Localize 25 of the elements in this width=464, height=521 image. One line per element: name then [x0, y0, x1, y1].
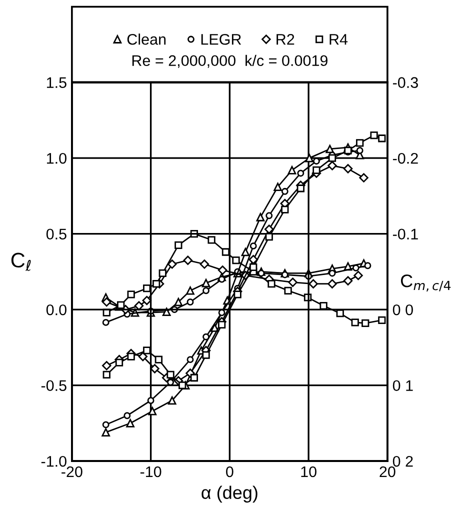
y-tick-label: 1.5: [46, 77, 66, 88]
x-axis-title: α (deg): [202, 486, 258, 503]
y2-tick-label: 0 0: [392, 304, 413, 316]
x-tick-label: 10: [301, 466, 316, 478]
legend-label: R4: [330, 34, 348, 45]
legend-label: R2: [276, 34, 294, 45]
x-tick-label: 0: [226, 466, 234, 478]
x-tick-label: -10: [140, 466, 162, 478]
legend-label: LEGR: [201, 34, 242, 45]
legend-label: Clean: [127, 34, 166, 45]
y2-axis-title: C$_{m,c/4}$: [400, 274, 451, 292]
y2-tick-label: 0 1: [392, 380, 413, 392]
y-tick-label: -0.5: [41, 380, 66, 392]
y2-tick-label: -0.1: [392, 228, 418, 240]
x-tick-label: 20: [380, 466, 396, 478]
y-axis-title: C$_{ℓ}$: [11, 252, 31, 271]
y-tick-label: 1.0: [46, 152, 66, 164]
y2-tick-label: -0.2: [392, 152, 418, 164]
text: Re = 2,000,000 k/c = 0.0019: [132, 54, 328, 68]
y-tick-label: 0.5: [46, 228, 66, 240]
x-tick-label: -20: [62, 466, 82, 478]
y-tick-label: 0.0: [46, 304, 66, 316]
y2-tick-label: -0.3: [392, 77, 418, 88]
y-tick-label: -1.0: [41, 456, 66, 467]
y2-tick-label: 0 2: [392, 456, 413, 467]
